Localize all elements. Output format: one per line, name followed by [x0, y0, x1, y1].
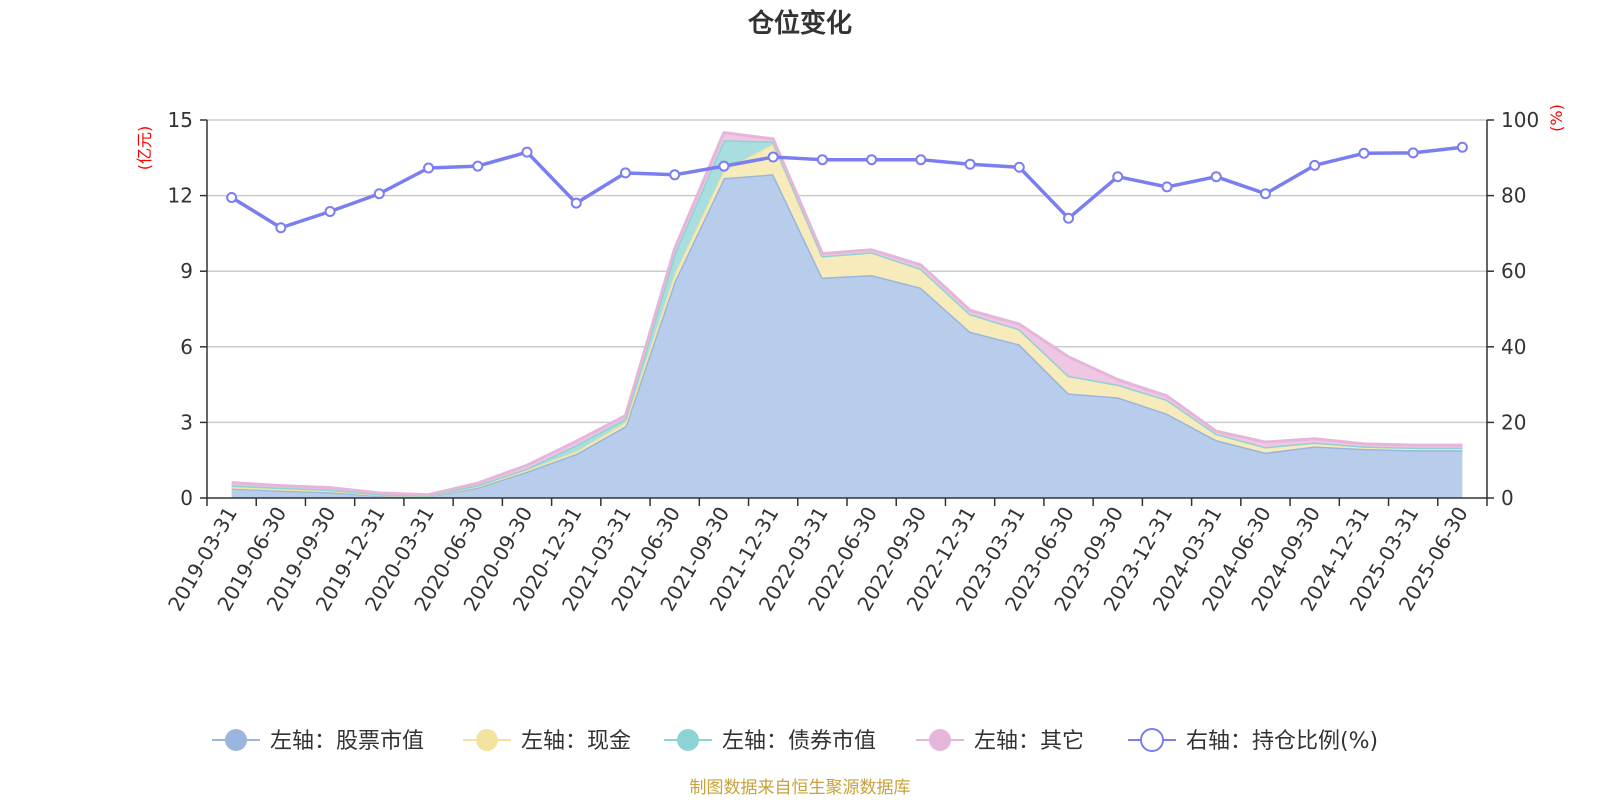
ratio-point-11 [767, 151, 779, 163]
area-series-1 [231, 143, 1463, 497]
right-tick-label-2: 40 [1501, 335, 1526, 359]
right-axis-ticks: 0 20 40 60 80 100 [1487, 108, 1539, 510]
ratio-point-0 [226, 191, 238, 203]
ratio-point-16 [1013, 161, 1025, 173]
ratio-point-22 [1309, 159, 1321, 171]
legend-label-4: 右轴：持仓比例(%) [1186, 729, 1378, 754]
left-tick-label-0: 0 [180, 486, 193, 510]
right-axis-unit: (%) [1547, 104, 1566, 132]
stacked-areas [231, 131, 1463, 498]
ratio-line-path [230, 145, 1463, 230]
legend-marker-0 [225, 729, 247, 751]
legend-marker-3 [929, 729, 951, 751]
left-tick-label-4: 12 [168, 184, 193, 208]
ratio-point-10 [718, 160, 730, 172]
left-tick-label-5: 15 [168, 108, 193, 132]
right-tick-label-1: 20 [1501, 410, 1526, 434]
right-tick-label-0: 0 [1501, 486, 1514, 510]
legend-label-2: 左轴：债券市值 [722, 729, 876, 754]
area-edge-series-3 [231, 131, 1463, 497]
left-tick-label-2: 6 [180, 335, 193, 359]
ratio-point-6 [521, 146, 533, 158]
left-tick-label-1: 3 [180, 410, 193, 434]
chart-title: 仓位变化 [747, 8, 852, 39]
left-tick-label-3: 9 [180, 259, 193, 283]
ratio-point-7 [570, 197, 582, 209]
left-axis-ticks: 0 3 6 9 12 15 [168, 108, 207, 510]
ratio-point-12 [816, 154, 828, 166]
right-tick-label-5: 100 [1501, 108, 1539, 132]
ratio-point-1 [275, 222, 287, 234]
ratio-point-20 [1210, 171, 1222, 183]
ratio-point-18 [1112, 171, 1124, 183]
legend-label-3: 左轴：其它 [974, 729, 1084, 754]
ratio-point-15 [964, 158, 976, 170]
legend-marker-2 [677, 729, 699, 751]
ratio-line [226, 141, 1468, 234]
ratio-point-3 [373, 188, 385, 200]
left-axis-unit: (亿元) [135, 126, 154, 171]
area-series-0 [231, 174, 1463, 498]
legend: 左轴：股票市值 左轴：现金 左轴：债券市值 左轴：其它 右轴：持仓比例(%) [212, 728, 1378, 754]
ratio-point-17 [1063, 212, 1075, 224]
source-note: 制图数据来自恒生聚源数据库 [690, 778, 911, 798]
ratio-point-19 [1161, 181, 1173, 193]
ratio-point-9 [669, 169, 681, 181]
ratio-point-14 [915, 154, 927, 166]
ratio-point-23 [1358, 147, 1370, 159]
ratio-point-8 [619, 167, 631, 179]
ratio-point-21 [1259, 188, 1271, 200]
ratio-point-2 [324, 205, 336, 217]
right-tick-label-4: 80 [1501, 184, 1526, 208]
right-tick-label-3: 60 [1501, 259, 1526, 283]
ratio-point-5 [472, 160, 484, 172]
ratio-point-25 [1456, 141, 1468, 153]
ratio-point-4 [423, 162, 435, 174]
legend-label-1: 左轴：现金 [521, 729, 631, 754]
legend-marker-4 [1140, 728, 1164, 752]
x-axis-ticks: 2019-03-312019-06-302019-09-302019-12-31… [163, 498, 1488, 615]
ratio-point-24 [1407, 147, 1419, 159]
ratio-point-13 [866, 154, 878, 166]
legend-label-0: 左轴：股票市值 [270, 729, 424, 754]
legend-marker-1 [476, 729, 498, 751]
